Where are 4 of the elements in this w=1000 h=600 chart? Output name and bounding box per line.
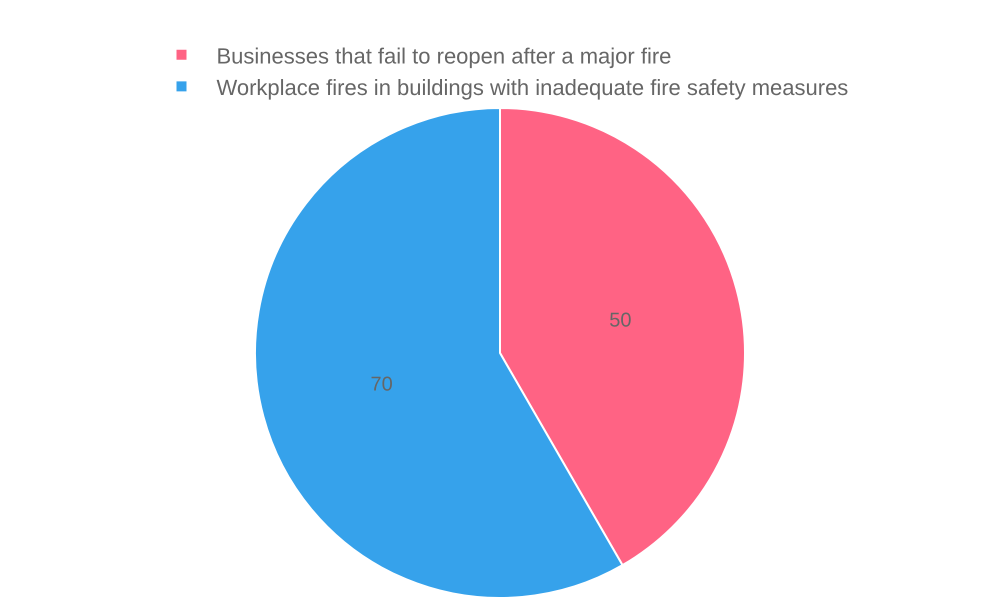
data-label: 50 — [609, 310, 632, 332]
legend-label: Businesses that fail to reopen after a major fire — [216, 43, 672, 68]
data-label: 70 — [370, 374, 393, 396]
legend-label: Workplace fires in buildings with inadequate fire safety measures — [216, 74, 848, 100]
